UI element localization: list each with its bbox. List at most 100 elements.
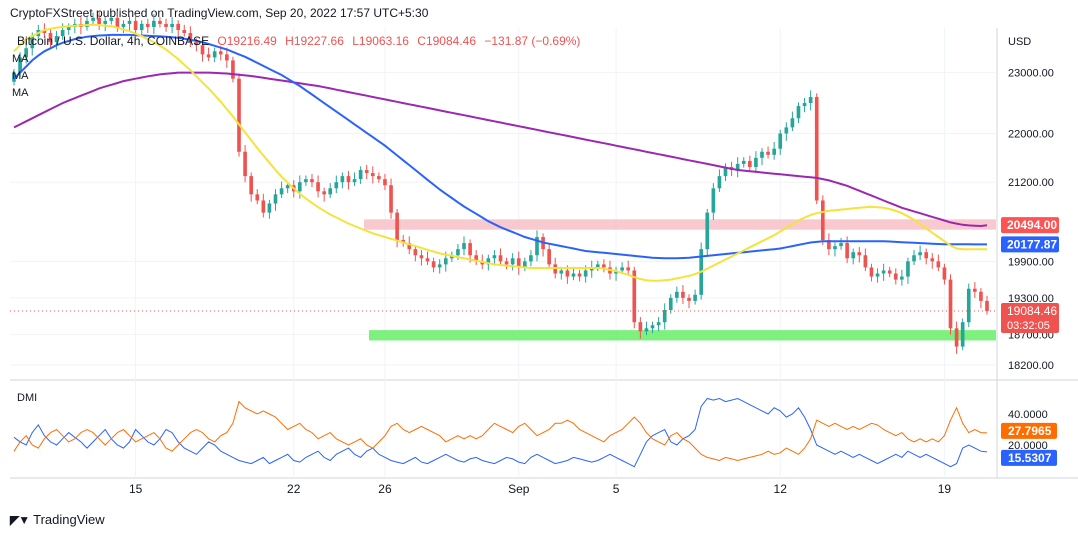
candle-body	[334, 182, 339, 189]
candle-body	[133, 20, 138, 30]
candle-body	[881, 270, 886, 274]
candle-body	[887, 270, 892, 274]
candle-body	[200, 45, 205, 55]
candle-body	[535, 236, 539, 256]
candle-body	[85, 20, 89, 27]
price-badge-label: 20177.87	[1007, 237, 1057, 251]
candle-body	[164, 23, 168, 27]
candle-body	[893, 273, 898, 280]
candle-body	[383, 179, 387, 186]
candle-body	[431, 261, 436, 268]
candle-body	[498, 255, 503, 262]
price-badge-label: 20494.00	[1007, 218, 1057, 232]
dmi-value-label: 27.7965	[1008, 424, 1052, 438]
candle-body	[413, 249, 418, 256]
candle-body	[437, 264, 442, 268]
candle-body	[364, 170, 369, 174]
candle-body	[468, 243, 472, 256]
candle-body	[267, 203, 272, 213]
ohlc-legend: Bitcoin / U.S. Dollar, 4h, COINBASE O192…	[17, 34, 580, 48]
candle-body	[218, 51, 223, 55]
candle-body	[985, 300, 989, 312]
candle-body	[285, 185, 290, 189]
candle-body	[340, 176, 345, 183]
candle-body	[687, 297, 691, 301]
ma-label-2[interactable]: MA	[12, 70, 29, 82]
ma-label-3[interactable]: MA	[12, 87, 29, 99]
candle-body	[766, 151, 770, 155]
candle-body	[231, 60, 235, 79]
candle-body	[827, 240, 831, 250]
tradingview-footer[interactable]: ◤▼ TradingView	[10, 512, 105, 527]
candle-body	[109, 17, 114, 21]
candle-body	[121, 23, 126, 27]
symbol-label[interactable]: Bitcoin / U.S. Dollar, 4h, COINBASE	[17, 34, 210, 48]
candle-body	[310, 179, 314, 183]
candle-body	[492, 255, 497, 259]
candle-body	[66, 26, 71, 30]
candle-body	[979, 291, 983, 301]
dmi-label[interactable]: DMI	[17, 392, 38, 404]
x-tick-label: 26	[378, 482, 392, 496]
x-tick-label: 5	[613, 482, 620, 496]
candle-body	[158, 20, 162, 24]
candle-body	[717, 176, 722, 189]
candle-body	[906, 261, 910, 277]
candle-body	[833, 246, 837, 250]
ma-fast-line	[13, 23, 987, 282]
candle-body	[30, 36, 35, 49]
high-value: H19227.66	[285, 34, 344, 48]
candle-body	[900, 276, 904, 280]
candle-body	[139, 23, 144, 30]
ma-label-1[interactable]: MA	[12, 53, 29, 65]
candle-body	[152, 20, 156, 27]
candle-body	[425, 258, 430, 262]
candle-body	[772, 148, 776, 155]
candle-body	[656, 322, 661, 326]
candle-body	[711, 188, 716, 213]
candle-body	[632, 270, 637, 323]
candle-body	[346, 176, 351, 183]
tradingview-brand: TradingView	[33, 512, 105, 527]
y-tick-label: 18200.00	[1008, 360, 1054, 372]
candle-body	[845, 243, 849, 259]
candle-body	[705, 212, 710, 250]
candle-body	[206, 54, 211, 58]
candle-body	[504, 261, 509, 265]
ma-slow-line	[13, 71, 988, 228]
candle-body	[912, 255, 916, 262]
candle-body	[723, 166, 728, 177]
close-value: C19084.46	[417, 34, 477, 48]
candle-body	[328, 188, 333, 195]
candle-body	[851, 252, 856, 259]
candle-body	[735, 163, 740, 171]
candle-body	[790, 118, 795, 128]
candle-body	[103, 20, 108, 24]
price-badge-0	[1001, 217, 1059, 234]
candle-body	[869, 267, 874, 277]
dmi-value-badge-1	[1001, 449, 1057, 466]
candle-body	[516, 258, 521, 268]
candle-body	[243, 151, 247, 177]
candle-body	[778, 133, 783, 149]
candle-body	[681, 291, 685, 298]
candle-body	[948, 279, 953, 329]
candle-body	[370, 173, 375, 177]
candle-body	[748, 160, 752, 167]
change-value: −131.87 (−0.69%)	[484, 34, 581, 48]
y-tick-label: 23000.00	[1008, 68, 1054, 80]
candle-body	[942, 267, 947, 280]
candle-body	[12, 72, 16, 82]
candle-body	[194, 42, 199, 46]
candle-body	[18, 57, 22, 73]
candle-body	[930, 258, 935, 262]
dmi-value-label: 15.5307	[1008, 451, 1052, 465]
y-tick-label: 22000.00	[1008, 128, 1054, 140]
tradingview-logo-icon: ◤▼	[10, 512, 30, 527]
candle-body	[97, 17, 101, 24]
candle-body	[626, 267, 631, 271]
candle-body	[595, 264, 600, 268]
y-tick-label: 21200.00	[1008, 177, 1054, 189]
x-tick-label: 22	[287, 482, 301, 496]
